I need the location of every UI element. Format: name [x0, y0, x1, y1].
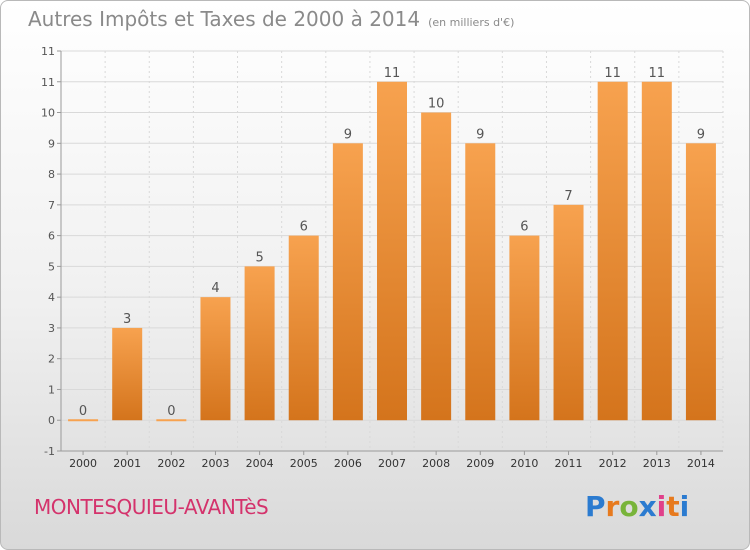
- bar: [509, 235, 540, 421]
- chart-unit: (en milliers d'€): [428, 16, 515, 29]
- y-tick-label: 10: [41, 107, 55, 120]
- bar: [288, 235, 319, 421]
- bar: [597, 81, 628, 421]
- x-tick-label: 2001: [113, 457, 141, 470]
- data-label: 6: [300, 220, 308, 235]
- commune-name: MONTESQUIEU-AVANTèS: [34, 495, 269, 519]
- y-tick-label: 8: [48, 168, 55, 181]
- bar: [465, 143, 496, 421]
- logo-letter: r: [605, 490, 620, 523]
- x-tick-label: 2010: [510, 457, 538, 470]
- x-tick-label: 2007: [378, 457, 406, 470]
- logo-letter: t: [666, 490, 680, 523]
- data-label: 11: [384, 66, 401, 81]
- x-tick-label: 2014: [687, 457, 715, 470]
- bar: [377, 81, 407, 421]
- y-tick-label: 5: [48, 260, 55, 273]
- x-tick-label: 2011: [555, 457, 583, 470]
- axes: -1 0 1 2 3 4 5 6 7 8 9 10 11 11 2000 2001 2002 2003 2004 20…: [41, 45, 723, 470]
- data-label: 10: [428, 97, 445, 112]
- y-tick-label: 0: [48, 414, 55, 427]
- y-tick-label: -1: [44, 445, 55, 458]
- bar: [641, 81, 672, 421]
- x-tick-label: 2004: [246, 457, 274, 470]
- proxiti-logo: Proxiti: [585, 490, 689, 523]
- x-tick-label: 2003: [201, 457, 229, 470]
- y-tick-label: 11: [41, 76, 55, 89]
- y-tick-label: 4: [48, 291, 55, 304]
- bars: [68, 81, 716, 422]
- y-tick-label: 6: [48, 230, 55, 243]
- y-tick-label: 2: [48, 353, 55, 366]
- x-tick-label: 2009: [466, 457, 494, 470]
- data-label: 0: [79, 404, 87, 419]
- y-tick-label: 3: [48, 322, 55, 335]
- bar: [685, 143, 716, 421]
- data-labels: 0 3 0 4 5 6 9 11 10 9 6 7 11 11 9: [79, 66, 705, 419]
- x-tick-label: 2008: [422, 457, 450, 470]
- logo-letter: i: [656, 490, 667, 523]
- x-tick-label: 2006: [334, 457, 362, 470]
- data-label: 5: [255, 250, 263, 265]
- logo-letter: o: [619, 490, 639, 523]
- bar: [553, 204, 584, 421]
- x-tick-label: 2013: [643, 457, 671, 470]
- logo-letter: x: [638, 490, 657, 523]
- logo-letter: i: [679, 490, 690, 523]
- x-tick-label: 2002: [157, 457, 185, 470]
- logo-letter: P: [585, 490, 606, 523]
- data-label: 11: [604, 66, 621, 81]
- data-label: 9: [476, 127, 484, 142]
- data-label: 6: [520, 220, 528, 235]
- bar: [112, 327, 143, 421]
- x-tick-label: 2000: [69, 457, 97, 470]
- chart-title: Autres Impôts et Taxes de 2000 à 2014 (en…: [28, 7, 514, 31]
- data-label: 7: [564, 189, 572, 204]
- y-tick-label: 9: [48, 137, 55, 150]
- bar: [200, 297, 231, 421]
- data-label: 3: [123, 312, 131, 327]
- data-label: 9: [344, 127, 352, 142]
- bar: [421, 112, 452, 421]
- chart-title-text: Autres Impôts et Taxes de 2000 à 2014: [28, 7, 421, 31]
- data-label: 4: [211, 281, 219, 296]
- y-tick-label: 7: [48, 199, 55, 212]
- y-tick-label: 1: [48, 383, 55, 396]
- y-tick-label: 11: [41, 45, 55, 58]
- bar: [332, 143, 363, 421]
- bar: [244, 266, 275, 421]
- data-label: 0: [167, 404, 175, 419]
- data-label: 11: [649, 66, 666, 81]
- data-label: 9: [697, 127, 705, 142]
- x-tick-label: 2012: [599, 457, 627, 470]
- x-tick-label: 2005: [290, 457, 318, 470]
